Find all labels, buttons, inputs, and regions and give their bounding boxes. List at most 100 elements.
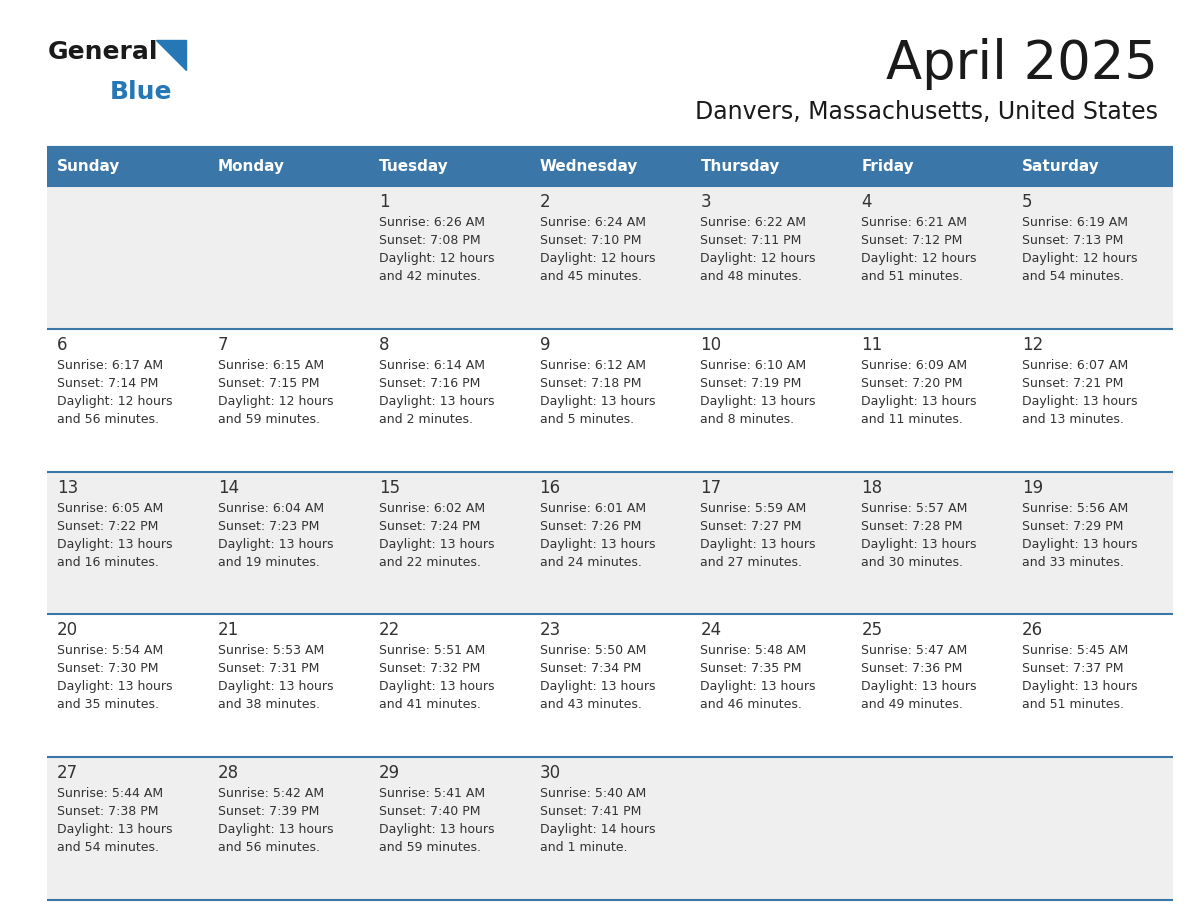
Text: Sunrise: 5:42 AM: Sunrise: 5:42 AM <box>217 788 324 800</box>
Text: Sunrise: 5:56 AM: Sunrise: 5:56 AM <box>1022 501 1129 515</box>
Text: Daylight: 13 hours: Daylight: 13 hours <box>379 823 494 836</box>
Text: Sunset: 7:28 PM: Sunset: 7:28 PM <box>861 520 962 532</box>
Text: Tuesday: Tuesday <box>379 160 448 174</box>
Text: 30: 30 <box>539 764 561 782</box>
Text: Daylight: 13 hours: Daylight: 13 hours <box>379 538 494 551</box>
Text: Sunrise: 5:54 AM: Sunrise: 5:54 AM <box>57 644 163 657</box>
Text: and 16 minutes.: and 16 minutes. <box>57 555 159 568</box>
Text: Sunrise: 6:05 AM: Sunrise: 6:05 AM <box>57 501 163 515</box>
Text: 17: 17 <box>701 478 721 497</box>
Text: and 56 minutes.: and 56 minutes. <box>57 413 159 426</box>
Bar <box>852 148 1012 186</box>
Text: Sunset: 7:37 PM: Sunset: 7:37 PM <box>1022 663 1124 676</box>
Text: 3: 3 <box>701 193 712 211</box>
Text: Daylight: 13 hours: Daylight: 13 hours <box>217 680 334 693</box>
Text: General: General <box>48 40 158 64</box>
Bar <box>48 186 1173 329</box>
Text: 10: 10 <box>701 336 721 353</box>
Text: Sunset: 7:21 PM: Sunset: 7:21 PM <box>1022 376 1124 390</box>
Text: 28: 28 <box>217 764 239 782</box>
Text: Sunrise: 6:24 AM: Sunrise: 6:24 AM <box>539 216 645 229</box>
Text: Daylight: 13 hours: Daylight: 13 hours <box>861 538 977 551</box>
Text: and 13 minutes.: and 13 minutes. <box>1022 413 1124 426</box>
Text: Sunset: 7:41 PM: Sunset: 7:41 PM <box>539 805 642 818</box>
Text: Daylight: 12 hours: Daylight: 12 hours <box>217 395 334 408</box>
Text: Daylight: 12 hours: Daylight: 12 hours <box>1022 252 1138 265</box>
Text: Friday: Friday <box>861 160 914 174</box>
Polygon shape <box>156 40 187 70</box>
Text: Sunset: 7:27 PM: Sunset: 7:27 PM <box>701 520 802 532</box>
Text: Sunset: 7:29 PM: Sunset: 7:29 PM <box>1022 520 1124 532</box>
Text: Sunrise: 5:45 AM: Sunrise: 5:45 AM <box>1022 644 1129 657</box>
Text: Daylight: 12 hours: Daylight: 12 hours <box>57 395 172 408</box>
Text: Sunset: 7:30 PM: Sunset: 7:30 PM <box>57 663 158 676</box>
Text: and 43 minutes.: and 43 minutes. <box>539 699 642 711</box>
Text: and 38 minutes.: and 38 minutes. <box>217 699 320 711</box>
Text: Sunset: 7:24 PM: Sunset: 7:24 PM <box>379 520 480 532</box>
Text: Sunset: 7:40 PM: Sunset: 7:40 PM <box>379 805 480 818</box>
Text: Sunset: 7:13 PM: Sunset: 7:13 PM <box>1022 234 1124 247</box>
Text: Daylight: 13 hours: Daylight: 13 hours <box>1022 395 1138 408</box>
Text: Daylight: 13 hours: Daylight: 13 hours <box>57 823 172 836</box>
Text: 14: 14 <box>217 478 239 497</box>
Text: Sunset: 7:19 PM: Sunset: 7:19 PM <box>701 376 802 390</box>
Text: Sunset: 7:38 PM: Sunset: 7:38 PM <box>57 805 158 818</box>
Bar <box>368 148 530 186</box>
Text: 26: 26 <box>1022 621 1043 640</box>
Text: and 56 minutes.: and 56 minutes. <box>217 841 320 855</box>
Text: Sunrise: 5:57 AM: Sunrise: 5:57 AM <box>861 501 968 515</box>
Text: 29: 29 <box>379 764 400 782</box>
Text: April 2025: April 2025 <box>886 38 1158 90</box>
Text: Sunset: 7:23 PM: Sunset: 7:23 PM <box>217 520 320 532</box>
Text: Sunset: 7:16 PM: Sunset: 7:16 PM <box>379 376 480 390</box>
Text: Daylight: 12 hours: Daylight: 12 hours <box>539 252 655 265</box>
Text: 6: 6 <box>57 336 68 353</box>
Text: Daylight: 13 hours: Daylight: 13 hours <box>701 680 816 693</box>
Text: Blue: Blue <box>110 80 172 104</box>
Text: Sunset: 7:20 PM: Sunset: 7:20 PM <box>861 376 962 390</box>
Text: Sunrise: 6:21 AM: Sunrise: 6:21 AM <box>861 216 967 229</box>
Text: and 42 minutes.: and 42 minutes. <box>379 270 481 283</box>
Text: and 45 minutes.: and 45 minutes. <box>539 270 642 283</box>
Text: Daylight: 12 hours: Daylight: 12 hours <box>379 252 494 265</box>
Text: Monday: Monday <box>217 160 285 174</box>
Text: Daylight: 13 hours: Daylight: 13 hours <box>1022 538 1138 551</box>
Text: Sunrise: 5:48 AM: Sunrise: 5:48 AM <box>701 644 807 657</box>
Text: Daylight: 13 hours: Daylight: 13 hours <box>539 395 655 408</box>
Bar <box>208 148 368 186</box>
Text: 9: 9 <box>539 336 550 353</box>
Bar <box>1012 148 1173 186</box>
Text: and 8 minutes.: and 8 minutes. <box>701 413 795 426</box>
Text: 4: 4 <box>861 193 872 211</box>
Text: Daylight: 13 hours: Daylight: 13 hours <box>861 395 977 408</box>
Text: Sunrise: 6:10 AM: Sunrise: 6:10 AM <box>701 359 807 372</box>
Text: and 41 minutes.: and 41 minutes. <box>379 699 481 711</box>
Text: 15: 15 <box>379 478 400 497</box>
Text: and 27 minutes.: and 27 minutes. <box>701 555 802 568</box>
Text: 2: 2 <box>539 193 550 211</box>
Text: 11: 11 <box>861 336 883 353</box>
Text: Sunrise: 6:02 AM: Sunrise: 6:02 AM <box>379 501 485 515</box>
Text: and 46 minutes.: and 46 minutes. <box>701 699 802 711</box>
Text: 23: 23 <box>539 621 561 640</box>
Text: and 11 minutes.: and 11 minutes. <box>861 413 963 426</box>
Text: 21: 21 <box>217 621 239 640</box>
Text: Sunset: 7:32 PM: Sunset: 7:32 PM <box>379 663 480 676</box>
Text: Sunrise: 6:12 AM: Sunrise: 6:12 AM <box>539 359 645 372</box>
Text: and 59 minutes.: and 59 minutes. <box>217 413 320 426</box>
Text: Sunset: 7:22 PM: Sunset: 7:22 PM <box>57 520 158 532</box>
Bar <box>48 148 208 186</box>
Text: and 33 minutes.: and 33 minutes. <box>1022 555 1124 568</box>
Text: Sunset: 7:11 PM: Sunset: 7:11 PM <box>701 234 802 247</box>
Text: Sunrise: 6:09 AM: Sunrise: 6:09 AM <box>861 359 967 372</box>
Text: Sunset: 7:10 PM: Sunset: 7:10 PM <box>539 234 642 247</box>
Text: Sunset: 7:39 PM: Sunset: 7:39 PM <box>217 805 320 818</box>
Text: Sunrise: 6:26 AM: Sunrise: 6:26 AM <box>379 216 485 229</box>
Text: and 59 minutes.: and 59 minutes. <box>379 841 481 855</box>
Text: 16: 16 <box>539 478 561 497</box>
Text: and 5 minutes.: and 5 minutes. <box>539 413 633 426</box>
Text: Saturday: Saturday <box>1022 160 1100 174</box>
Text: Daylight: 13 hours: Daylight: 13 hours <box>1022 680 1138 693</box>
Text: Sunrise: 6:04 AM: Sunrise: 6:04 AM <box>217 501 324 515</box>
Text: Sunrise: 5:59 AM: Sunrise: 5:59 AM <box>701 501 807 515</box>
